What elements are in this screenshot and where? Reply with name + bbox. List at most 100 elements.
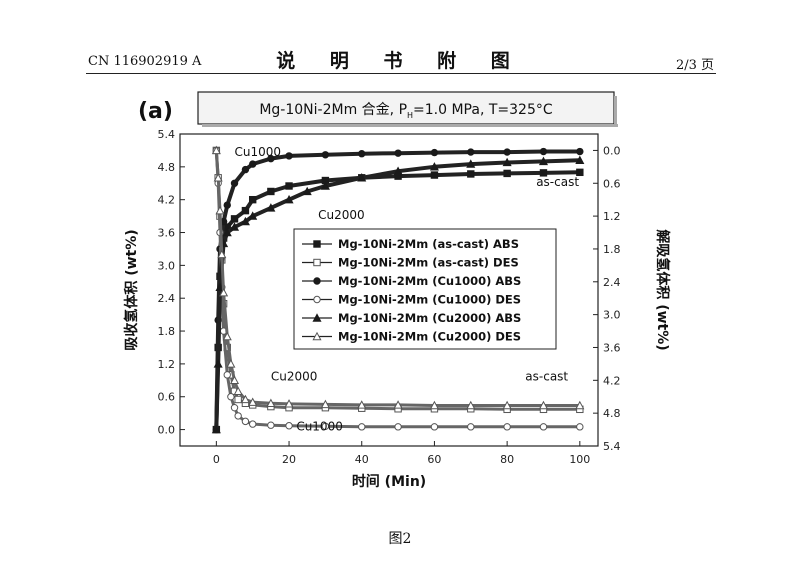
legend-label: Mg-10Ni-2Mm (as-cast) ABS — [338, 237, 519, 251]
figure: (a) Mg-10Ni-2Mm 合金, PH=1.0 MPa, T=325°C … — [118, 88, 678, 498]
data-point — [240, 216, 250, 226]
data-point — [223, 371, 231, 379]
data-point — [358, 150, 366, 158]
data-point — [430, 423, 439, 431]
data-point — [576, 423, 584, 431]
legend-marker — [313, 240, 321, 248]
data-point — [394, 149, 402, 157]
legend-label: Mg-10Ni-2Mm (as-cast) DES — [338, 256, 519, 270]
y-tick-label: 4.8 — [158, 161, 176, 174]
data-point — [538, 400, 549, 410]
data-point — [226, 359, 236, 368]
legend-item: Mg-10Ni-2Mm (Cu1000) DES — [302, 293, 521, 307]
data-point — [539, 423, 548, 431]
axes-layer: 0 20 40 60 80 100 0.0 0.6 1.2 1.8 2.4 3.0 3.6 4.2 4.8 5… — [158, 128, 621, 466]
y-axis-label: 吸收氢体积 (wt%) — [123, 229, 140, 350]
document-number: CN 116902919 A — [88, 54, 202, 69]
data-point — [321, 151, 330, 159]
data-point — [430, 148, 439, 157]
data-point — [302, 186, 312, 196]
series-5 — [211, 155, 585, 434]
y-tick-label: 1.8 — [158, 325, 176, 338]
data-point — [248, 195, 257, 204]
chart-title: Mg-10Ni-2Mm 合金, PH=1.0 MPa, T=325°C — [259, 102, 553, 120]
data-point — [393, 400, 403, 409]
data-point — [320, 181, 330, 190]
curve-annotation: as-cast — [536, 175, 579, 189]
data-point — [429, 162, 439, 171]
data-point — [539, 169, 548, 177]
data-point — [213, 359, 223, 368]
data-point — [430, 171, 439, 179]
y-tick-label: 2.4 — [158, 292, 176, 305]
legend-marker — [313, 258, 321, 267]
y2-tick-label: 4.2 — [603, 374, 621, 387]
y2-tick-label: 5.4 — [603, 440, 621, 453]
legend-items: Mg-10Ni-2Mm (as-cast) ABS Mg-10Ni-2Mm (as… — [302, 237, 521, 344]
series-6 — [211, 145, 585, 410]
hydrogen-absorption-chart: (a) Mg-10Ni-2Mm 合金, PH=1.0 MPa, T=325°C … — [123, 91, 671, 490]
x-axis-label: 时间 (Min) — [352, 473, 426, 490]
y2-axis-label: 解吸氢体积 (wt%) — [654, 229, 671, 350]
data-point — [358, 423, 366, 431]
curve-annotation: as-cast — [525, 369, 568, 383]
data-point — [211, 145, 221, 155]
y-tick-label: 0.6 — [158, 391, 176, 404]
data-point — [538, 156, 549, 166]
legend-label: Mg-10Ni-2Mm (Cu2000) ABS — [338, 311, 521, 325]
data-point — [467, 423, 475, 431]
data-point — [502, 400, 512, 410]
chart-title-conditions: =1.0 MPa, T=325°C — [413, 102, 553, 118]
data-point — [219, 287, 229, 297]
x-tick-label: 40 — [355, 453, 369, 466]
data-point — [241, 206, 250, 215]
chart-title-subscript: H — [407, 111, 413, 120]
data-point — [466, 400, 476, 410]
curve-annotation: Cu2000 — [271, 369, 318, 383]
y2-tick-label: 4.8 — [603, 407, 621, 420]
legend-marker — [312, 331, 322, 341]
curve-annotation: Cu1000 — [296, 420, 343, 434]
page-number: 2/3 页 — [675, 58, 714, 73]
data-point — [248, 397, 258, 406]
legend-label: Mg-10Ni-2Mm (Cu1000) ABS — [338, 274, 521, 288]
figure-caption: 图2 — [388, 531, 412, 547]
x-tick-label: 20 — [282, 453, 296, 466]
data-point — [503, 169, 511, 178]
data-point — [222, 331, 232, 341]
annotation-layer: Cu1000 as-cast Cu2000 Cu2000 as-cast Cu1000 — [235, 145, 580, 434]
data-point — [284, 194, 294, 204]
data-point — [284, 399, 294, 408]
data-point — [267, 154, 275, 163]
data-point — [576, 147, 584, 156]
y2-tick-label: 3.6 — [603, 341, 621, 354]
data-point — [215, 205, 225, 215]
data-point — [320, 399, 330, 409]
data-point — [240, 394, 250, 404]
legend-marker — [312, 313, 322, 322]
data-point — [241, 165, 250, 174]
data-point — [321, 422, 330, 430]
data-point — [229, 222, 240, 231]
data-point — [467, 148, 475, 156]
data-point — [503, 148, 511, 156]
legend-item: Mg-10Ni-2Mm (Cu2000) DES — [302, 330, 521, 344]
legend-item: Mg-10Ni-2Mm (as-cast) DES — [302, 256, 519, 270]
x-tick-label: 80 — [500, 453, 514, 466]
x-tick-label: 100 — [569, 453, 590, 466]
data-point — [223, 201, 231, 209]
data-point — [393, 166, 403, 175]
data-point — [222, 227, 232, 237]
page-title: 说 明 书 附 图 — [276, 50, 524, 72]
y-tick-label: 3.6 — [158, 227, 176, 240]
data-point — [285, 152, 293, 160]
y-tick-label: 5.4 — [158, 128, 176, 141]
panel-label: (a) — [138, 99, 173, 124]
y-tick-label: 1.2 — [158, 358, 176, 371]
chart-title-box: Mg-10Ni-2Mm 合金, PH=1.0 MPa, T=325°C — [197, 91, 618, 127]
data-point — [211, 424, 221, 434]
legend-marker — [313, 295, 321, 304]
series-line — [214, 149, 580, 430]
data-point — [502, 157, 512, 167]
legend-label: Mg-10Ni-2Mm (Cu2000) DES — [338, 330, 521, 344]
